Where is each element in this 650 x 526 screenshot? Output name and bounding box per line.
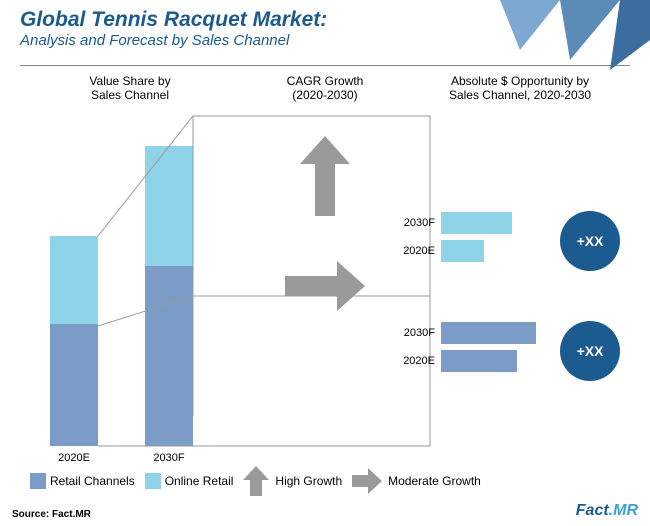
hbar-row: 2030F xyxy=(390,322,536,344)
hbar xyxy=(441,322,536,344)
source-text: Source: Fact.MR xyxy=(12,509,91,520)
arrow-up-small-icon xyxy=(243,466,269,496)
legend-swatch-online xyxy=(145,473,161,489)
hbar-row: 2020E xyxy=(390,240,512,262)
corner-shape-1 xyxy=(500,0,560,50)
legend-label-retail: Retail Channels xyxy=(50,474,135,488)
badge-top-text: +XX xyxy=(577,233,604,249)
badge-bottom-text: +XX xyxy=(577,343,604,359)
legend-label-high: High Growth xyxy=(275,474,342,488)
hbar xyxy=(441,212,512,234)
legend-label-online: Online Retail xyxy=(165,474,234,488)
logo-suffix: .MR xyxy=(609,502,638,519)
legend-item-moderate-growth: Moderate Growth xyxy=(352,468,481,494)
arrow-right-small-icon xyxy=(352,468,382,494)
legend-item-retail: Retail Channels xyxy=(30,473,135,489)
hbar-label: 2030F xyxy=(390,217,435,229)
hbar-row: 2020E xyxy=(390,350,536,372)
badge-bottom: +XX xyxy=(560,321,620,381)
content-area: Value Share by Sales Channel CAGR Growth… xyxy=(0,66,650,476)
hbar-chart-bottom: 2030F 2020E xyxy=(390,316,536,378)
arrow-up-icon xyxy=(300,136,350,221)
badge-top: +XX xyxy=(560,211,620,271)
hbar-label: 2020E xyxy=(390,355,435,367)
legend-item-online: Online Retail xyxy=(145,473,234,489)
hbar-row: 2030F xyxy=(390,212,512,234)
legend-swatch-retail xyxy=(30,473,46,489)
legend-label-moderate: Moderate Growth xyxy=(388,474,481,488)
arrow-right-icon xyxy=(285,261,365,316)
hbar-label: 2030F xyxy=(390,327,435,339)
hbar xyxy=(441,240,484,262)
logo: Fact.MR xyxy=(576,502,638,520)
logo-prefix: Fact xyxy=(576,502,609,519)
legend: Retail Channels Online Retail High Growt… xyxy=(30,466,630,496)
hbar xyxy=(441,350,517,372)
hbar-chart-top: 2030F 2020E xyxy=(390,206,512,268)
corner-shape-2 xyxy=(560,0,620,60)
corner-shape-3 xyxy=(610,0,650,70)
hbar-label: 2020E xyxy=(390,245,435,257)
legend-item-high-growth: High Growth xyxy=(243,466,342,496)
